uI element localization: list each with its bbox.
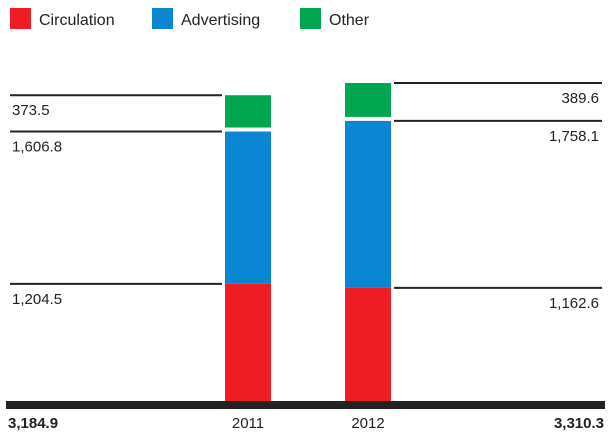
value-label-2012-circulation: 1,162.6	[549, 295, 599, 312]
legend-label-advertising: Advertising	[181, 12, 260, 29]
bar-2011-advertising	[225, 131, 271, 284]
bar-2012-advertising	[345, 120, 391, 288]
value-label-2011-other: 373.5	[12, 102, 50, 119]
value-label-2012-other: 389.6	[561, 90, 599, 107]
x-tick-label-2011: 2011	[232, 415, 264, 432]
bar-2012-circulation	[345, 287, 391, 401]
total-labels: 3,184.9 3,310.3	[8, 415, 604, 432]
legend-swatch-circulation	[10, 8, 31, 29]
x-tick-label-2012: 2012	[351, 415, 384, 432]
value-label-2012-advertising: 1,758.1	[549, 128, 599, 145]
x-axis-labels: 2011 2012	[232, 415, 385, 432]
bars	[225, 83, 391, 401]
value-label-2011-advertising: 1,606.8	[12, 139, 62, 156]
bar-2011-other	[225, 95, 271, 128]
bar-2011-circulation	[225, 283, 271, 401]
legend-swatch-advertising	[152, 8, 173, 29]
value-label-2011-circulation: 1,204.5	[12, 291, 62, 308]
legend-swatch-other	[300, 8, 321, 29]
legend-label-other: Other	[329, 12, 370, 29]
value-labels: 1,204.5 1,606.8 373.5 1,162.6 1,758.1 389.6	[12, 90, 599, 312]
legend: Circulation Advertising Other	[10, 8, 370, 29]
total-label-2012: 3,310.3	[554, 415, 604, 432]
value-leader-lines	[10, 82, 602, 289]
legend-label-circulation: Circulation	[39, 12, 115, 29]
bar-2012-other	[345, 83, 391, 117]
total-label-2011: 3,184.9	[8, 415, 58, 432]
